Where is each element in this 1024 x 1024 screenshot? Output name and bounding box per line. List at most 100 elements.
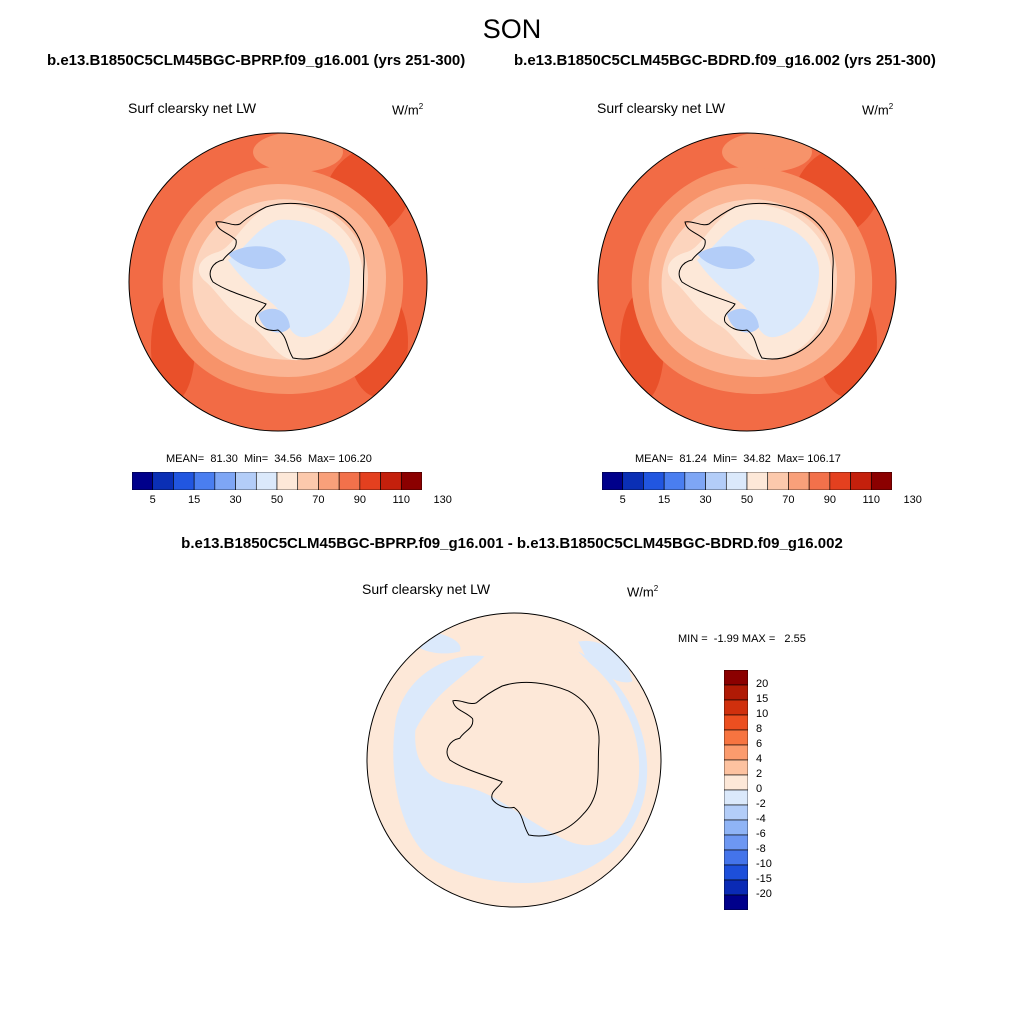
- colorbar-tick-label: 15: [188, 494, 201, 506]
- colorbar-swatch: [724, 879, 748, 896]
- colorbar-tick-label: 6: [756, 738, 763, 750]
- colorbar-tick-label: 110: [862, 494, 881, 506]
- map-mid-band: [722, 133, 812, 172]
- colorbar-swatch: [132, 472, 154, 490]
- colorbar-swatch: [338, 472, 361, 490]
- colorbar-tick-label: 50: [740, 494, 754, 506]
- colorbar-swatch: [622, 472, 644, 490]
- colorbar-swatch: [400, 472, 422, 490]
- panel2-units: W/m2: [862, 102, 894, 118]
- colorbar-swatch: [193, 472, 216, 490]
- colorbar-tick-label: 110: [392, 494, 411, 506]
- map-ice-shelf-cold: [727, 308, 759, 333]
- colorbar-tick-label: 70: [312, 494, 325, 506]
- colorbar-swatch: [725, 472, 748, 490]
- colorbar-tick-label: 130: [903, 494, 922, 506]
- colorbar-swatch: [724, 684, 748, 701]
- colorbar-swatch: [173, 472, 195, 490]
- colorbar-swatch: [663, 472, 686, 490]
- panel2-colorbar-ticks: 5 15 30 50 70 90 110 130: [602, 494, 922, 508]
- map-diff-land-positive: [435, 703, 585, 815]
- colorbar-swatch: [724, 834, 748, 851]
- colorbar-swatch: [724, 864, 748, 881]
- map-ice-shelf-cold: [228, 246, 286, 270]
- colorbar-tick-label: 4: [756, 753, 763, 765]
- diff-map: [366, 612, 662, 908]
- colorbar-swatch: [724, 849, 748, 866]
- diff-colorbar-ticks: 20 15 10 8 6 4 2 0 -2 -4 -6 -8 -10 -15 -20: [756, 670, 796, 910]
- season-title: SON: [482, 14, 542, 44]
- colorbar-tick-label: 130: [433, 494, 452, 506]
- colorbar-tick-label: -8: [756, 843, 766, 855]
- colorbar-swatch: [276, 472, 299, 490]
- colorbar-swatch: [767, 472, 789, 490]
- colorbar-swatch: [297, 472, 319, 490]
- panel2-map: [597, 132, 897, 432]
- colorbar-swatch: [643, 472, 665, 490]
- map-ice-shelf-cold: [697, 246, 755, 270]
- colorbar-swatch: [746, 472, 769, 490]
- colorbar-swatch: [724, 819, 748, 836]
- colorbar-tick-label: 2: [756, 768, 763, 780]
- colorbar-tick-label: 90: [823, 494, 836, 506]
- colorbar-tick-label: -4: [756, 813, 766, 825]
- colorbar-tick-label: 15: [756, 693, 769, 705]
- colorbar-swatch: [214, 472, 236, 490]
- colorbar-tick-label: 30: [699, 494, 712, 506]
- diff-title: b.e13.B1850C5CLM45BGC-BPRP.f09_g16.001 -…: [181, 535, 843, 552]
- panel1-map: [128, 132, 428, 432]
- map-coastline: [209, 202, 365, 360]
- panel2-stats: MEAN= 81.24 Min= 34.82 Max= 106.17: [635, 453, 841, 465]
- colorbar-swatch: [380, 472, 402, 490]
- colorbar-tick-label: -15: [756, 873, 772, 885]
- colorbar-swatch: [724, 699, 748, 716]
- colorbar-swatch: [724, 789, 748, 806]
- colorbar-swatch: [829, 472, 851, 490]
- colorbar-tick-label: 5: [619, 494, 626, 506]
- colorbar-tick-label: 20: [756, 678, 769, 690]
- diff-colorbar: [724, 670, 748, 910]
- colorbar-tick-label: 70: [782, 494, 795, 506]
- diff-stats: MIN = -1.99 MAX = 2.55: [678, 633, 806, 645]
- colorbar-swatch: [724, 744, 748, 761]
- colorbar-tick-label: 10: [756, 708, 769, 720]
- colorbar-swatch: [359, 472, 381, 490]
- colorbar-swatch: [724, 804, 748, 821]
- colorbar-swatch: [870, 472, 892, 490]
- panel1-colorbar-ticks: 5 15 30 50 70 90 110 130: [132, 494, 452, 508]
- colorbar-tick-label: -6: [756, 828, 766, 840]
- colorbar-swatch: [724, 670, 748, 686]
- colorbar-swatch: [235, 472, 257, 490]
- colorbar-swatch: [788, 472, 810, 490]
- map-coastline: [678, 202, 834, 360]
- colorbar-tick-label: -20: [756, 888, 772, 900]
- colorbar-swatch: [318, 472, 340, 490]
- colorbar-tick-label: -2: [756, 798, 766, 810]
- map-mid-band: [253, 133, 343, 172]
- colorbar-swatch: [724, 774, 748, 791]
- colorbar-swatch: [724, 714, 748, 731]
- diff-variable-label: Surf clearsky net LW: [362, 581, 491, 597]
- colorbar-swatch: [152, 472, 174, 490]
- panel2-variable-label: Surf clearsky net LW: [597, 100, 726, 116]
- colorbar-tick-label: 5: [149, 494, 156, 506]
- colorbar-swatch: [724, 894, 748, 910]
- colorbar-tick-label: 50: [270, 494, 284, 506]
- panel1-colorbar: [132, 472, 422, 490]
- colorbar-tick-label: 90: [353, 494, 366, 506]
- colorbar-swatch: [602, 472, 624, 490]
- colorbar-tick-label: -10: [756, 858, 772, 870]
- map-coastline: [446, 681, 600, 837]
- colorbar-tick-label: 0: [756, 783, 763, 795]
- colorbar-swatch: [850, 472, 872, 490]
- panel1-units: W/m2: [392, 102, 424, 118]
- map-diff-negative: [578, 640, 633, 683]
- colorbar-swatch: [684, 472, 706, 490]
- colorbar-swatch: [808, 472, 831, 490]
- panel1-variable-label: Surf clearsky net LW: [128, 100, 257, 116]
- colorbar-tick-label: 30: [229, 494, 242, 506]
- colorbar-swatch: [705, 472, 727, 490]
- colorbar-swatch: [255, 472, 278, 490]
- case-title-left: b.e13.B1850C5CLM45BGC-BPRP.f09_g16.001 (…: [47, 52, 466, 69]
- colorbar-tick-label: 8: [756, 723, 763, 735]
